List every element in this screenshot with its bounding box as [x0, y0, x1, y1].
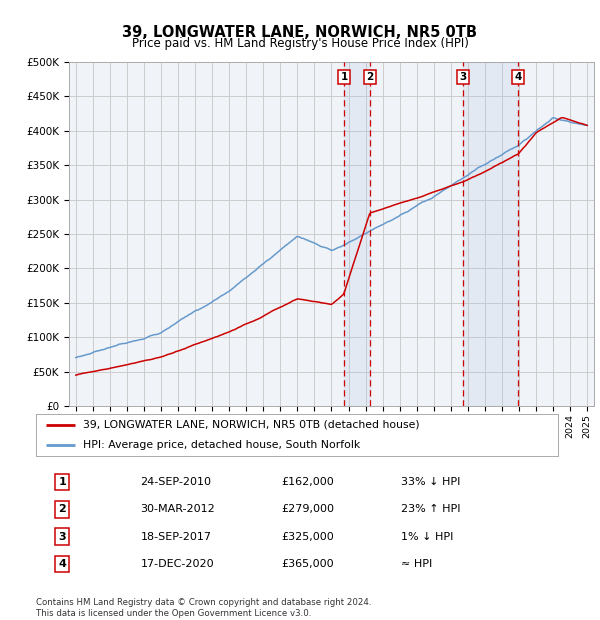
Text: 17-DEC-2020: 17-DEC-2020 — [140, 559, 214, 569]
Text: £325,000: £325,000 — [281, 531, 334, 542]
Text: £162,000: £162,000 — [281, 477, 334, 487]
Text: 1: 1 — [340, 72, 347, 82]
Text: ≈ HPI: ≈ HPI — [401, 559, 433, 569]
Text: 23% ↑ HPI: 23% ↑ HPI — [401, 505, 461, 515]
Text: 2: 2 — [58, 505, 66, 515]
Bar — [463, 62, 518, 406]
Text: 39, LONGWATER LANE, NORWICH, NR5 0TB (detached house): 39, LONGWATER LANE, NORWICH, NR5 0TB (de… — [83, 420, 419, 430]
Text: 1: 1 — [58, 477, 66, 487]
Text: 4: 4 — [515, 72, 522, 82]
Text: 33% ↓ HPI: 33% ↓ HPI — [401, 477, 461, 487]
Text: 3: 3 — [460, 72, 467, 82]
Text: 24-SEP-2010: 24-SEP-2010 — [140, 477, 211, 487]
Bar — [344, 62, 370, 406]
Text: £365,000: £365,000 — [281, 559, 334, 569]
Text: 18-SEP-2017: 18-SEP-2017 — [140, 531, 211, 542]
Text: Contains HM Land Registry data © Crown copyright and database right 2024.
This d: Contains HM Land Registry data © Crown c… — [36, 598, 371, 618]
Text: 39, LONGWATER LANE, NORWICH, NR5 0TB: 39, LONGWATER LANE, NORWICH, NR5 0TB — [122, 25, 478, 40]
Text: £279,000: £279,000 — [281, 505, 334, 515]
Text: 3: 3 — [58, 531, 66, 542]
Text: 1% ↓ HPI: 1% ↓ HPI — [401, 531, 454, 542]
Text: 2: 2 — [366, 72, 373, 82]
Text: 4: 4 — [58, 559, 66, 569]
Text: Price paid vs. HM Land Registry's House Price Index (HPI): Price paid vs. HM Land Registry's House … — [131, 37, 469, 50]
Text: 30-MAR-2012: 30-MAR-2012 — [140, 505, 215, 515]
Text: HPI: Average price, detached house, South Norfolk: HPI: Average price, detached house, Sout… — [83, 440, 360, 450]
